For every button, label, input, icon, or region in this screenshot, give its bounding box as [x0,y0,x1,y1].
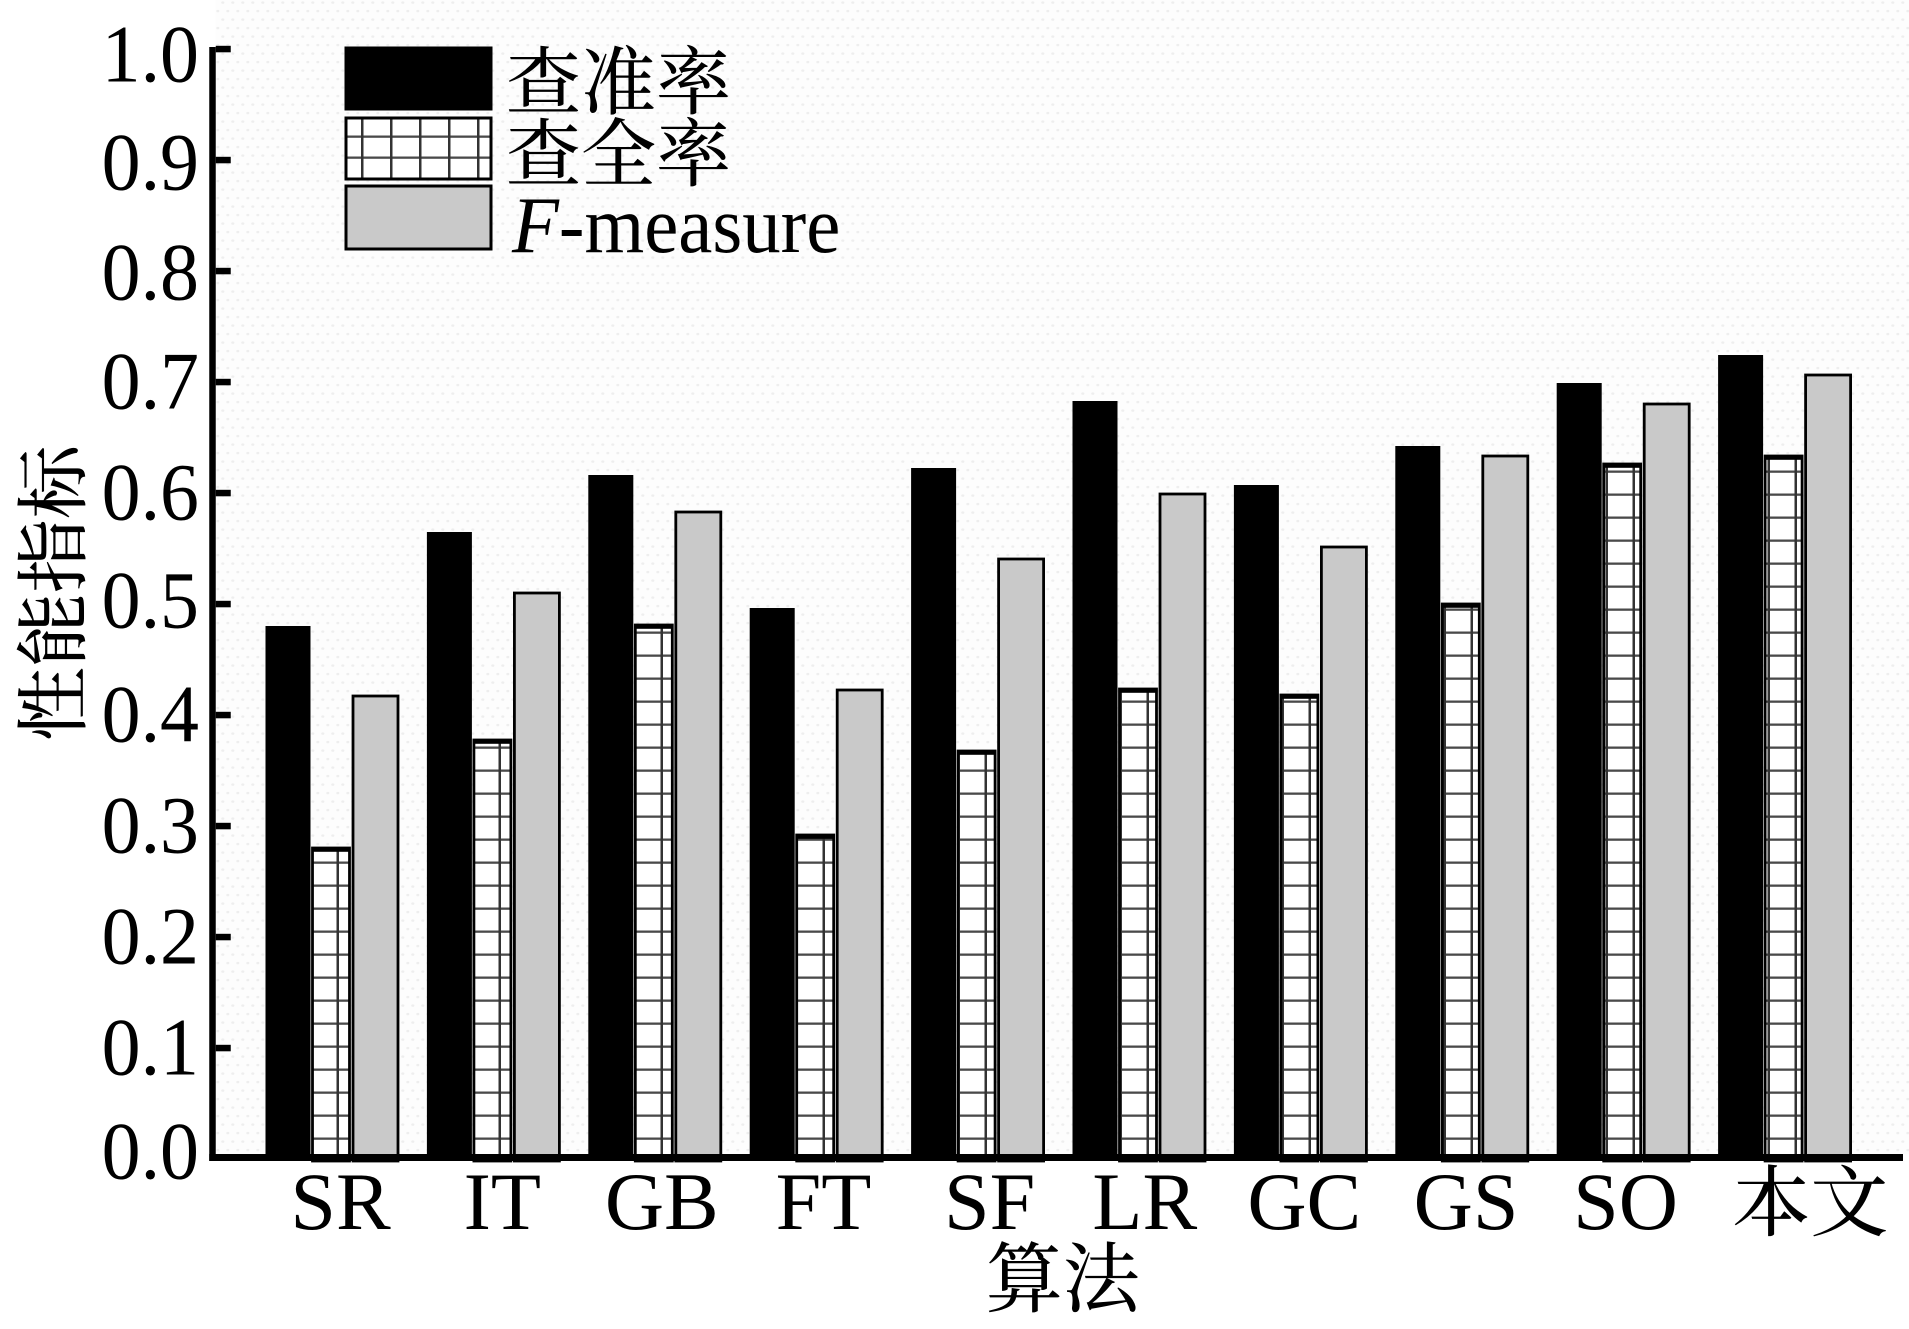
svg-text:0.2: 0.2 [102,892,199,982]
svg-text:F-measure: F-measure [511,181,840,270]
svg-text:0.6: 0.6 [102,448,199,538]
svg-text:GS: GS [1414,1156,1519,1247]
svg-text:0.4: 0.4 [102,670,199,760]
svg-text:0.1: 0.1 [102,1003,199,1093]
svg-text:GB: GB [605,1156,719,1247]
svg-text:0.8: 0.8 [102,228,199,318]
svg-text:SO: SO [1573,1156,1678,1247]
svg-text:0.7: 0.7 [102,337,199,427]
svg-text:1.0: 1.0 [102,10,199,100]
svg-text:0.5: 0.5 [102,556,199,646]
svg-text:SF: SF [944,1156,1035,1247]
svg-text:SR: SR [290,1156,391,1247]
svg-text:GC: GC [1247,1156,1361,1247]
svg-text:0.0: 0.0 [102,1107,199,1197]
svg-text:LR: LR [1092,1156,1197,1247]
svg-text:0.9: 0.9 [102,118,199,208]
svg-text:0.3: 0.3 [102,781,199,871]
svg-text:IT: IT [464,1156,541,1247]
svg-text:FT: FT [776,1156,872,1247]
